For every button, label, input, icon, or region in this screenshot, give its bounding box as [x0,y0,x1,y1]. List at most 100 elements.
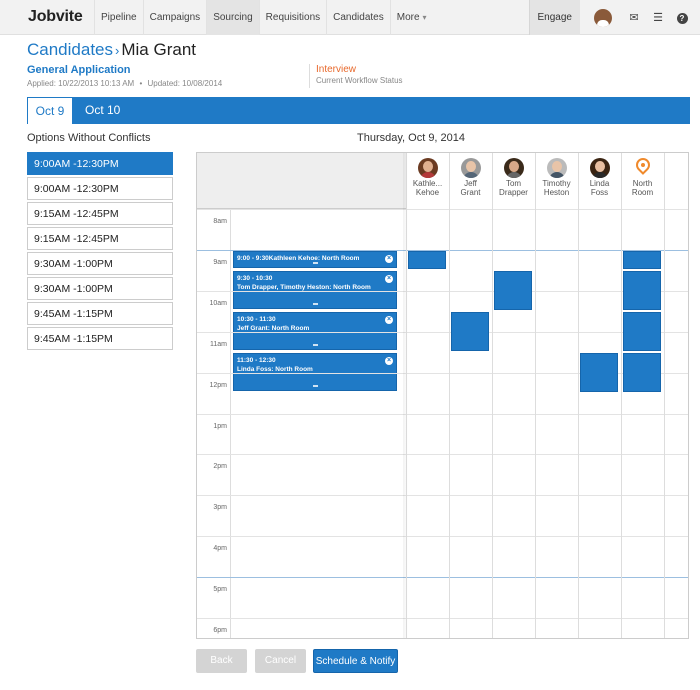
event-time-label: 9:30 - 10:30 [237,275,273,283]
nav-engage[interactable]: Engage [528,0,580,35]
tab-oct-10[interactable]: Oct 10 [85,103,121,117]
interviewer-avatar [417,158,438,178]
close-icon[interactable]: × [385,275,393,284]
busy-block [623,271,661,311]
resize-handle[interactable] [313,344,318,347]
applied-date: Applied: 10/22/2013 10:13 AM [27,79,135,88]
time-option[interactable]: 9:15AM -12:45PM [27,202,173,225]
time-option[interactable]: 9:30AM -1:00PM [27,252,173,275]
interviewer-surname: Foss [590,187,609,197]
calendar-date-title: Thursday, Oct 9, 2014 [357,132,466,144]
updated-date: Updated: 10/08/2014 [147,79,223,88]
interviewer-header[interactable]: Tom Drapper [492,153,535,209]
nav-requisitions[interactable]: Requisitions [258,0,326,35]
mail-icon[interactable]: ✉ [629,12,639,24]
column-gridline [664,153,665,638]
event-participants-label: Tom Drapper, Timothy Heston: North Room [237,284,371,292]
cancel-button[interactable]: Cancel [255,649,306,673]
time-option[interactable]: 9:45AM -1:15PM [27,302,173,325]
application-meta: Applied: 10/22/2013 10:13 AM • Updated: … [27,79,222,88]
time-label: 9am [213,258,227,266]
interview-event-card[interactable]: 9:00 - 9:30Kathleen Kehoe: North Room × [233,250,397,269]
hour-gridline [197,249,688,251]
breadcrumb-candidates-link[interactable]: Candidates [27,40,114,59]
time-label: 5pm [213,586,227,594]
interviewer-surname: Drapper [499,187,528,197]
busy-block [623,353,661,393]
jobvite-logo[interactable]: Jobvite [28,8,83,25]
event-time-label: 11:30 - 12:30 [237,357,276,365]
hour-gridline [197,618,688,619]
interviewer-header[interactable]: Jeff Grant [449,153,492,209]
time-label: 11am [210,340,227,348]
interviewer-avatar [546,158,567,178]
busy-block [580,353,618,393]
time-label: 2pm [213,463,227,471]
schedule-notify-button[interactable]: Schedule & Notify [313,649,398,673]
interview-event-card[interactable]: 11:30 - 12:30 Linda Foss: North Room × [233,353,397,392]
close-icon[interactable]: × [385,357,393,366]
workflow-status[interactable]: Interview [316,64,357,75]
interviewer-header[interactable]: Kathle... Kehoe [406,153,449,209]
column-gridline [492,153,493,638]
resize-handle[interactable] [313,262,318,265]
hour-gridline [197,209,688,210]
busy-block [623,312,661,352]
event-participants-label: Linda Foss: North Room [237,366,313,374]
time-option[interactable]: 9:00AM -12:30PM [27,177,173,200]
candidate-name: Mia Grant [121,40,196,59]
avatar-body [505,172,522,178]
panel-divider [403,153,408,638]
nav-candidates[interactable]: Candidates [326,0,390,35]
user-avatar[interactable] [594,8,612,27]
time-option[interactable]: 9:30AM -1:00PM [27,277,173,300]
nav-campaigns[interactable]: Campaigns [142,0,207,35]
avatar-face [422,161,433,172]
back-button[interactable]: Back [196,649,247,673]
nav-pipeline[interactable]: Pipeline [94,0,143,35]
interviewer-name: North [632,179,653,188]
avatar-face [551,161,562,172]
interviewer-name: Jeff [464,179,477,188]
nav-right-tools: Engage ✉ ☰ ? [528,0,700,35]
interviewer-header[interactable]: Timothy Heston [535,153,578,209]
workflow-status-label: Current Workflow Status [316,76,403,85]
interviewer-avatar [503,158,524,178]
close-icon[interactable]: × [385,254,393,263]
tab-oct-9[interactable]: Oct 9 [27,97,73,124]
top-navigation: Jobvite Pipeline Campaigns Sourcing Requ… [0,0,700,35]
help-icon[interactable]: ? [670,12,694,24]
time-label: 8am [213,218,227,225]
time-option[interactable]: 9:15AM -12:45PM [27,227,173,250]
close-icon[interactable]: × [385,316,393,325]
interviewer-avatar [589,158,610,178]
interviewer-header[interactable]: Linda Foss [578,153,621,209]
time-label: 10am [209,299,227,307]
time-option[interactable]: 9:00AM -12:30PM [27,152,173,175]
avatar-face [594,161,605,172]
interviewer-surname: Heston [543,187,570,197]
interviewer-surname: Kehoe [415,187,440,197]
workflow-divider [309,64,310,88]
date-tab-bar: Oct 9 Oct 10 [27,97,690,124]
interview-event-card[interactable]: 9:30 - 10:30 Tom Drapper, Timothy Heston:… [233,271,397,310]
interviewer-surname: Room [631,187,654,197]
resize-handle[interactable] [313,303,318,306]
hour-gridline [197,413,688,415]
event-participants-label: Jeff Grant: North Room [237,325,310,333]
list-icon[interactable]: ☰ [653,12,663,24]
interview-event-card[interactable]: 10:30 - 11:30 Jeff Grant: North Room × [233,312,397,351]
avatar-face [465,161,476,172]
nav-more[interactable]: More ▾ [389,0,433,35]
time-option[interactable]: 9:45AM -1:15PM [27,327,173,350]
time-label: 3pm [213,504,227,512]
resize-handle[interactable] [313,385,318,388]
application-link[interactable]: General Application [27,64,131,76]
breadcrumb-separator: › [115,43,120,58]
nav-sourcing[interactable]: Sourcing [206,0,259,35]
column-gridline [535,153,536,638]
interviewer-name: Linda [589,179,610,188]
room-header[interactable]: North Room [621,153,664,209]
interviewer-name: Tom [505,179,522,188]
hour-gridline [197,495,688,497]
